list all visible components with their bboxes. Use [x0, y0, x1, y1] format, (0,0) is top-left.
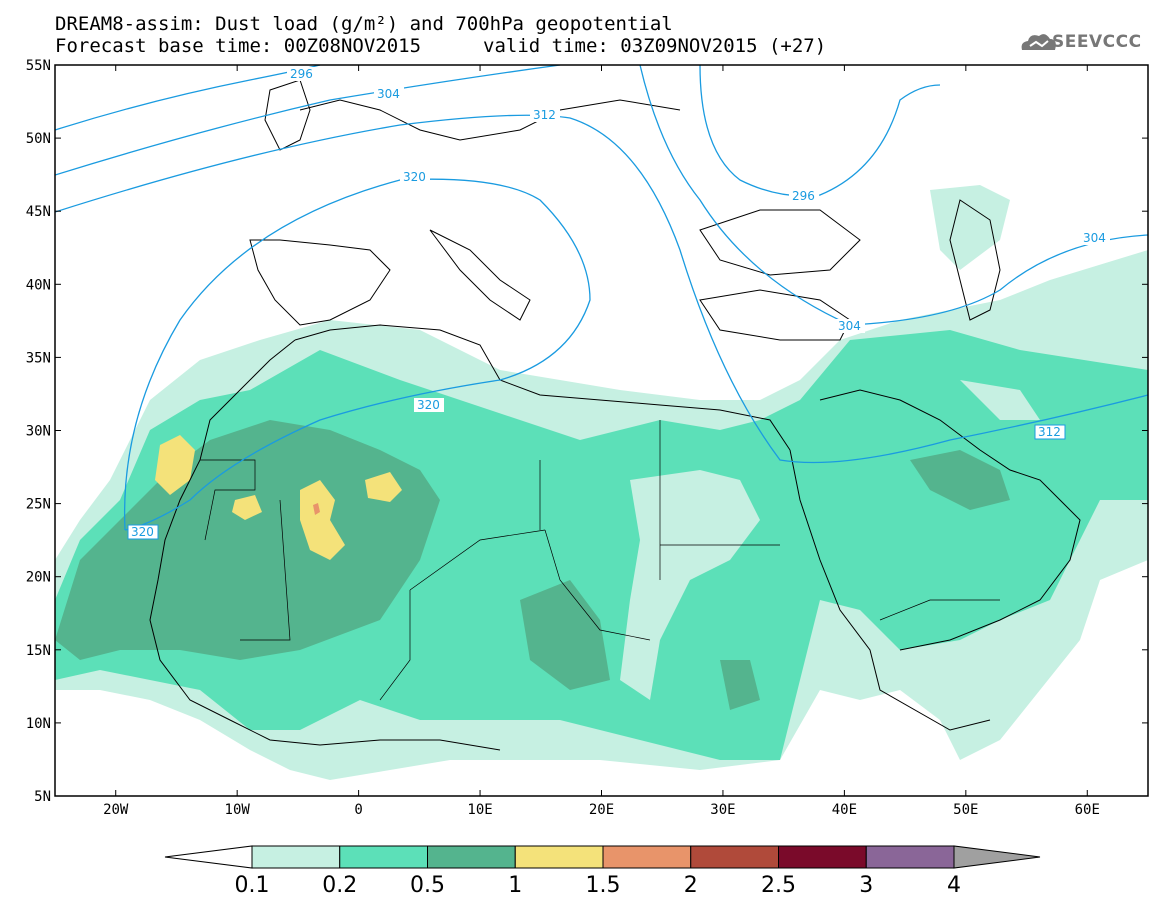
lat-tick-label: 5N [34, 789, 51, 805]
contour-label: 304 [838, 319, 861, 333]
longitude-axis: 20W 10W 0 10E 20E 30E 40E 50E 60E [103, 65, 1100, 818]
colorbar-label: 4 [947, 873, 961, 898]
lat-tick-label: 10N [26, 716, 51, 732]
colorbar-label: 1 [508, 873, 522, 898]
lon-tick-label: 30E [710, 802, 735, 818]
coast-iberia [249, 239, 391, 326]
coast-africa-west [149, 339, 501, 751]
lat-tick-label: 30N [26, 424, 51, 440]
dust-region-dark-west [55, 420, 440, 660]
lon-tick-label: 50E [953, 802, 978, 818]
lon-tick-label: 10W [225, 802, 251, 818]
coast-red-sea [789, 449, 991, 731]
lat-tick-label: 55N [26, 58, 51, 74]
colorbar: 0.1 0.2 0.5 1 1.5 2 2.5 3 4 [164, 845, 1041, 898]
coast-italy [429, 229, 531, 321]
lon-tick-label: 20W [103, 802, 129, 818]
border-2 [240, 499, 291, 641]
lon-tick-label: 0 [354, 802, 362, 818]
contour-296-east [699, 65, 941, 197]
contour-304-west [55, 65, 561, 176]
coast-black-sea [699, 209, 861, 276]
dust-region-red-1 [313, 503, 320, 515]
border-7 [379, 590, 411, 701]
colorbar-label: 2.5 [761, 873, 796, 898]
dust-region-yellow-2 [232, 495, 262, 520]
dust-region-light-caspian [930, 185, 1010, 270]
coast-europe-north [299, 99, 681, 141]
map-title-line1: DREAM8-assim: Dust load (g/m²) and 700hP… [55, 13, 673, 35]
colorbar-label: 0.5 [410, 873, 445, 898]
contour-320 [55, 178, 591, 531]
colorbar-label: 0.2 [322, 873, 357, 898]
cloud-icon [1021, 34, 1056, 50]
colorbar-segment [339, 845, 428, 869]
contour-312 [55, 114, 1148, 464]
contour-label: 320 [403, 170, 426, 184]
colorbar-segment [427, 845, 516, 869]
colorbar-segment [690, 845, 779, 869]
colorbar-label: 3 [859, 873, 873, 898]
contour-label: 320 [131, 525, 154, 539]
dust-hole-light-2 [960, 380, 1040, 420]
dust-region-yellow-3 [300, 480, 345, 560]
lat-tick-label: 25N [26, 497, 51, 513]
dust-shading [55, 185, 1148, 780]
border-3 [409, 529, 546, 591]
dust-region-yellow-1 [155, 435, 195, 495]
coast-caspian [949, 199, 1001, 321]
valid-time: valid time: 03Z09NOV2015 (+27) [483, 35, 827, 57]
latitude-axis: 55N 50N 45N 40N 35N 30N 25N 20N 15N 10N 5N [26, 58, 1148, 805]
forecast-base-time: Forecast base time: 00Z08NOV2015 [55, 35, 422, 57]
dust-hole-light-1 [620, 470, 760, 700]
lat-tick-label: 40N [26, 277, 51, 293]
colorbar-label: 1.5 [586, 873, 621, 898]
lat-tick-label: 20N [26, 570, 51, 586]
lon-tick-label: 20E [589, 802, 614, 818]
lat-tick-label: 50N [26, 131, 51, 147]
dust-region-dark-gulf [910, 450, 1010, 510]
colorbar-segment [778, 845, 867, 869]
colorbar-label: 2 [684, 873, 698, 898]
colorbar-segment [514, 845, 604, 869]
colorbar-segment [602, 845, 692, 869]
contour-label: 320 [417, 398, 440, 412]
border-9 [879, 599, 1000, 621]
dust-region-dark-2 [720, 660, 760, 710]
lat-tick-label: 35N [26, 350, 51, 366]
coastlines [149, 79, 1081, 751]
coast-arabia [819, 389, 1081, 651]
colorbar-under-arrow [164, 845, 253, 869]
borders [200, 420, 1000, 701]
border-1 [200, 459, 256, 541]
colorbar-segment [251, 845, 341, 869]
dust-region-yellow-4 [365, 472, 402, 502]
lon-tick-label: 10E [467, 802, 492, 818]
colorbar-label: 0.1 [235, 873, 270, 898]
contour-label: 312 [533, 108, 556, 122]
contour-label: 312 [1038, 425, 1061, 439]
contour-label: 296 [290, 67, 313, 81]
contour-label: 296 [792, 189, 815, 203]
colorbar-segment [865, 845, 955, 869]
lon-tick-label: 40E [832, 802, 857, 818]
dust-region-dark-central [520, 580, 610, 690]
lon-tick-label: 60E [1075, 802, 1100, 818]
coast-africa-north [294, 324, 791, 451]
colorbar-over-arrow [953, 845, 1041, 869]
lat-tick-label: 45N [26, 204, 51, 220]
lat-tick-label: 15N [26, 643, 51, 659]
contour-labels: 296 304 312 320 320 320 304 296 304 312 [127, 67, 1110, 540]
border-4 [544, 529, 651, 641]
contour-label: 304 [1083, 231, 1106, 245]
logo-text: SEEVCCC [1052, 32, 1142, 52]
contour-label: 304 [377, 87, 400, 101]
